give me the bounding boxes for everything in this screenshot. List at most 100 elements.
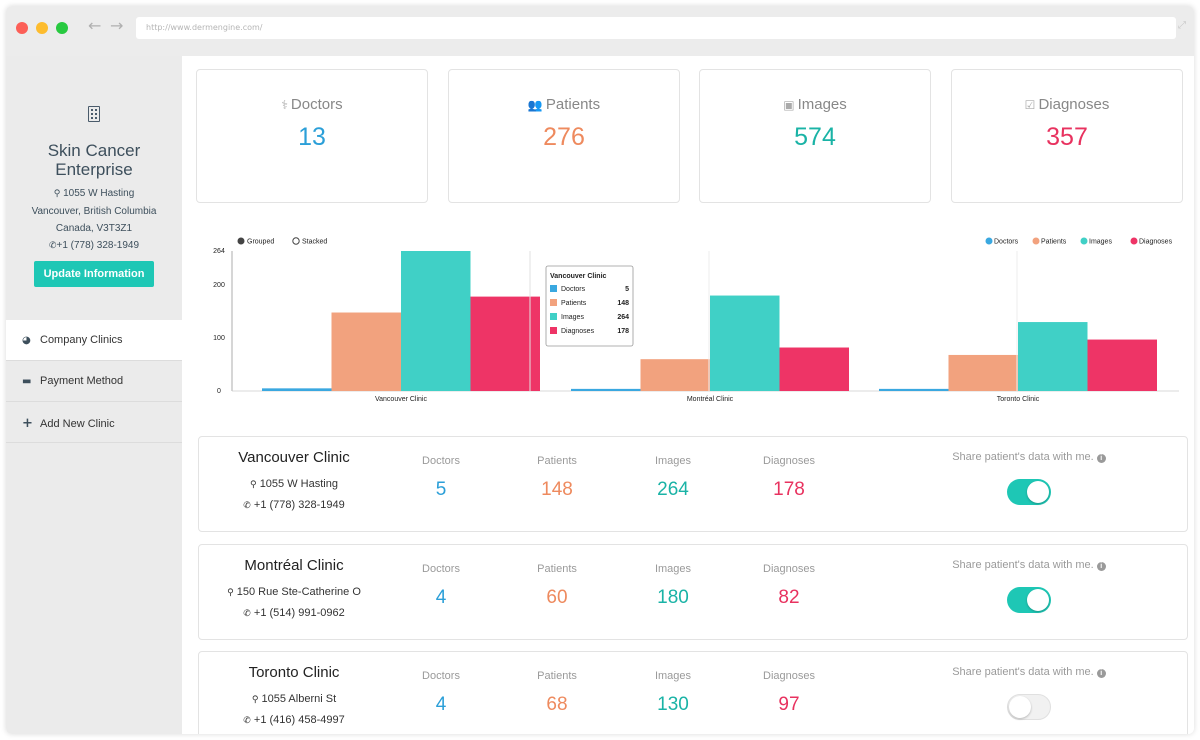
browser-window: ← → http://www.dermengine.com/ ⤢ Skin Ca… (6, 6, 1194, 734)
legend-label-diagnoses: Diagnoses (1139, 239, 1173, 246)
stat-card-images: ▣ Images 574 (699, 69, 931, 203)
tooltip-series-name: Doctors (561, 286, 586, 293)
clinic-metric-diagnoses: Diagnoses 97 (739, 670, 839, 716)
tooltip-series-name: Patients (561, 300, 587, 307)
clinic-phone-text: +1 (514) 991-0962 (253, 607, 345, 619)
sidebar-item-payment-method[interactable]: ▬ Payment Method (6, 361, 182, 402)
info-icon[interactable]: i (1096, 454, 1106, 463)
tooltip-series-value: 264 (617, 314, 629, 321)
minimize-window-icon[interactable] (36, 22, 48, 34)
bar-doctors-2 (879, 388, 949, 391)
metric-label: Patients (537, 455, 577, 467)
share-data-toggle[interactable] (1007, 694, 1051, 720)
metric-value: 4 (435, 694, 447, 715)
image-icon: ▣ (783, 98, 795, 112)
clinic-address-text: 150 Rue Ste-Catherine O (236, 586, 361, 598)
share-label: Share patient's data with me. i (929, 559, 1129, 571)
check-square-icon: ☑ (1024, 98, 1036, 112)
metric-label: Diagnoses (763, 455, 815, 467)
metric-label: Doctors (422, 563, 460, 575)
credit-card-icon: ▬ (22, 376, 32, 387)
phone-icon: ✆ (48, 241, 57, 251)
chart-tooltip (545, 265, 634, 347)
share-data-toggle[interactable] (1007, 479, 1051, 505)
clinic-address-text: 1055 W Hasting (259, 478, 338, 490)
grouped-radio-icon (237, 237, 245, 245)
user-md-icon: ⚕ (281, 98, 288, 112)
sidebar-item-label: Company Clinics (40, 334, 123, 346)
mode-option-grouped: Grouped (247, 239, 274, 246)
tooltip-series-value: 178 (617, 328, 629, 335)
clinic-row: Toronto Clinic ⚲ 1055 Alberni St ✆ +1 (416… (198, 651, 1188, 734)
company-phone-number: +1 (778) 328-1949 (56, 240, 140, 251)
metric-value: 180 (657, 587, 689, 608)
company-name: Skin Cancer Enterprise (47, 141, 141, 179)
legend-dot-patients (1032, 237, 1040, 245)
bar-diagnoses-1 (779, 347, 849, 391)
tooltip-swatch (550, 299, 557, 306)
clinic-bar-chart: 0 100 200 264 Grouped Stacked Doctors Patients I… (194, 226, 1190, 408)
tooltip-swatch (550, 313, 557, 320)
clinic-metric-doctors: Doctors 4 (391, 563, 491, 609)
clinic-metric-doctors: Doctors 5 (391, 455, 491, 501)
x-category-label: Toronto Clinic (997, 396, 1040, 403)
sidebar-item-add-new-clinic[interactable]: + Add New Clinic (6, 402, 182, 443)
clinic-name: Montréal Clinic (244, 557, 344, 574)
bar-patients-0 (331, 312, 401, 391)
legend-label-patients: Patients (1041, 239, 1067, 246)
metric-value: 264 (657, 479, 689, 500)
metric-value: 148 (541, 479, 573, 500)
share-data-toggle[interactable] (1007, 587, 1051, 613)
bar-patients-2 (948, 354, 1018, 391)
metric-label: Patients (537, 670, 577, 682)
legend-label-doctors: Doctors (994, 239, 1019, 246)
metric-value: 68 (546, 694, 568, 715)
metric-value: 82 (778, 587, 800, 608)
metric-label: Images (654, 455, 692, 467)
metric-value: 60 (546, 587, 568, 608)
stat-value: 13 (298, 123, 326, 151)
building-icon (88, 106, 100, 122)
clinic-metric-patients: Patients 68 (507, 670, 607, 716)
stat-card-diagnoses: ☑ Diagnoses 357 (951, 69, 1183, 203)
clinic-info: Montréal Clinic ⚲ 150 Rue Ste-Catherine O… (199, 557, 389, 624)
info-icon[interactable]: i (1096, 669, 1106, 678)
address-bar[interactable]: http://www.dermengine.com/ (136, 17, 1176, 39)
bar-diagnoses-0 (470, 296, 540, 391)
fullscreen-icon[interactable]: ⤢ (1178, 20, 1186, 31)
browser-toolbar: ← → http://www.dermengine.com/ ⤢ (6, 6, 1194, 56)
legend-dot-images (1080, 237, 1088, 245)
mode-option-stacked: Stacked (302, 239, 327, 246)
update-information-button[interactable]: Update Information (33, 261, 155, 287)
metric-label: Images (654, 563, 692, 575)
stat-card-doctors: ⚕ Doctors 13 (196, 69, 428, 203)
tooltip-swatch (550, 327, 557, 334)
phone-icon: ✆ (243, 716, 251, 726)
stat-label: Doctors (290, 96, 343, 113)
back-arrow-icon[interactable]: ← (88, 16, 102, 35)
sidebar-item-company-clinics[interactable]: ◕ Company Clinics (6, 320, 182, 361)
users-icon: 👥 (527, 98, 543, 112)
stat-label: Diagnoses (1038, 96, 1110, 113)
clinic-metric-images: Images 180 (623, 563, 723, 609)
info-icon[interactable]: i (1096, 562, 1106, 571)
clinic-address: ⚲ 1055 W Hasting (199, 474, 389, 495)
stat-label: Patients (545, 96, 601, 113)
company-info: Skin Cancer Enterprise ⚲ 1055 W Hasting … (6, 56, 182, 287)
close-window-icon[interactable] (16, 22, 28, 34)
main-content: ⚕ Doctors 13 👥 Patients 276 ▣ Images 574 ☑ D… (182, 56, 1194, 734)
stacked-radio-icon (292, 237, 300, 245)
toggle-knob (1009, 696, 1031, 718)
clinic-metric-patients: Patients 60 (507, 563, 607, 609)
phone-icon: ✆ (243, 609, 251, 619)
forward-arrow-icon[interactable]: → (110, 16, 124, 35)
bar-doctors-0 (262, 388, 332, 391)
clinic-info: Vancouver Clinic ⚲ 1055 W Hasting ✆ +1 (77… (199, 449, 389, 516)
toggle-knob (1027, 481, 1049, 503)
phone-icon: ✆ (243, 501, 251, 511)
tooltip-title: Vancouver Clinic (550, 273, 607, 280)
clinic-metric-images: Images 130 (623, 670, 723, 716)
bar-patients-1 (640, 359, 710, 391)
maximize-window-icon[interactable] (56, 22, 68, 34)
clinic-address: ⚲ 150 Rue Ste-Catherine O (199, 582, 389, 603)
